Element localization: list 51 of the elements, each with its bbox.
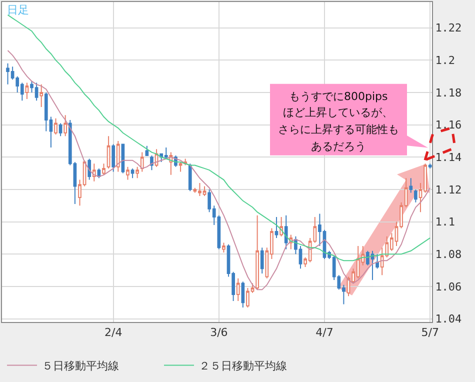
annotation: あるだろう — [311, 140, 366, 153]
candlestick — [102, 163, 106, 176]
x-tick-label: 2/4 — [104, 326, 122, 340]
x-tick-label: 4/7 — [316, 326, 334, 340]
y-tick-label: 1.18 — [435, 86, 462, 100]
candlestick — [140, 152, 144, 172]
candlestick — [145, 145, 149, 156]
candlestick — [64, 114, 68, 137]
annotation: もうすでに800pips — [289, 90, 388, 103]
candlestick — [236, 278, 240, 302]
annotation: さらに上昇する可能性も — [278, 123, 399, 136]
y-tick-label: 1.04 — [435, 312, 462, 326]
candlestick — [40, 84, 44, 108]
candlestick — [126, 166, 130, 180]
candlestick — [241, 281, 245, 308]
y-tick-label: 1.12 — [435, 183, 462, 196]
annotation: ほど上昇しているが、 — [283, 106, 393, 119]
candlestick — [88, 158, 92, 180]
candlestick — [428, 163, 432, 169]
candlestick — [376, 254, 379, 270]
x-tick-label: 5/7 — [421, 326, 439, 340]
candlestick — [274, 216, 278, 238]
y-tick-label: 1.06 — [435, 280, 462, 294]
candlestick — [222, 242, 226, 254]
x-tick-label: 3/6 — [210, 326, 228, 340]
candlestick — [409, 178, 413, 194]
candlestick — [284, 214, 288, 250]
candlestick — [106, 136, 110, 169]
legend-label: ５日移動平均線 — [42, 360, 119, 373]
candlestick — [414, 188, 418, 203]
legend-label: ２５日移動平均線 — [199, 360, 287, 373]
y-tick-label: 1.1 — [435, 216, 456, 229]
y-tick-label: 1.16 — [435, 118, 462, 132]
y-tick-label: 1.22 — [435, 22, 462, 35]
candlestick — [54, 118, 58, 136]
candlestick — [112, 144, 116, 172]
y-tick-label: 1.14 — [435, 151, 462, 164]
candlestick — [25, 82, 29, 100]
candlestick — [58, 122, 62, 137]
candlestick — [136, 166, 140, 179]
candlestick — [130, 168, 134, 179]
chart-title: 日足 — [7, 3, 30, 16]
candlestick — [260, 247, 264, 274]
line-series — [7, 50, 431, 290]
y-tick-label: 1.08 — [435, 248, 462, 261]
candlestick — [92, 163, 96, 182]
candlestick — [188, 163, 192, 192]
candlestick — [256, 214, 259, 290]
y-tick-label: 1.2 — [435, 54, 456, 68]
candlestick — [116, 140, 120, 172]
line-series — [7, 14, 431, 262]
